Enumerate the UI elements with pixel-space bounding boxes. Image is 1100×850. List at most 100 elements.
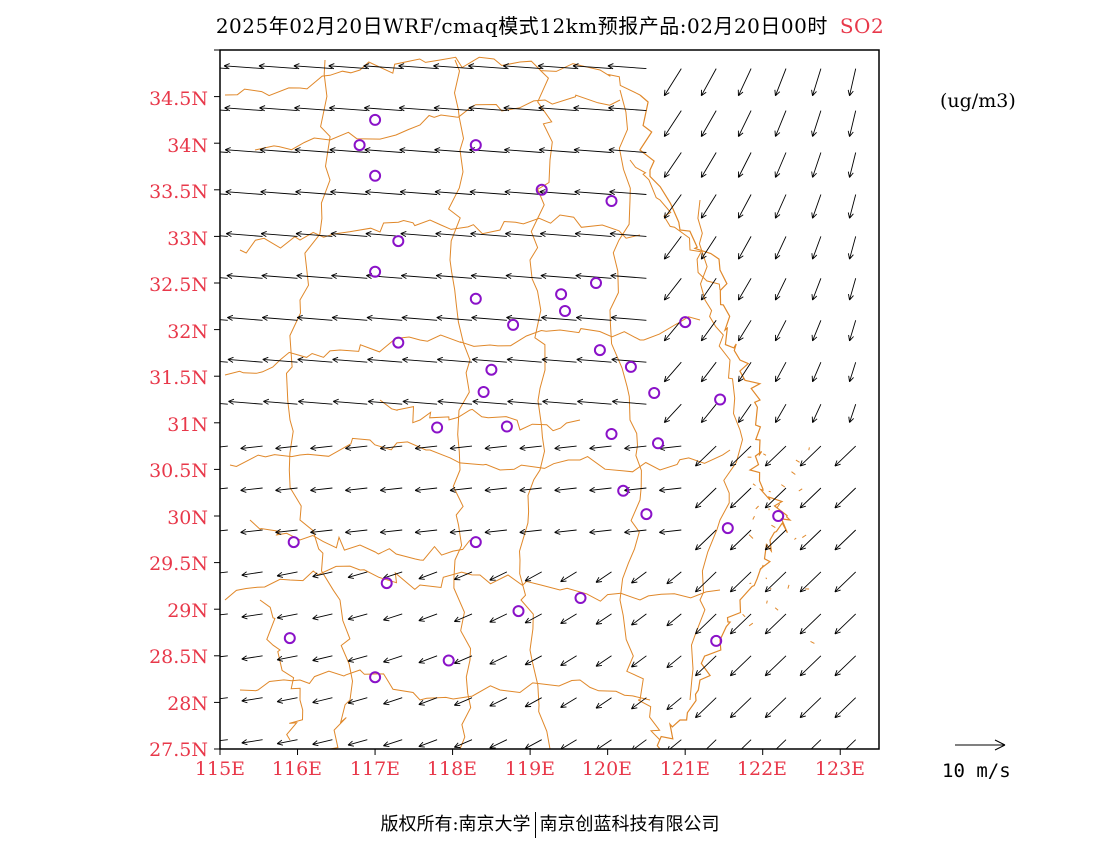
island-mark <box>771 524 776 529</box>
lon-label: 119E <box>504 758 556 780</box>
wind-arrow <box>538 105 577 112</box>
wind-arrow <box>383 739 403 748</box>
station-marker <box>369 113 382 126</box>
wind-arrow <box>505 272 542 279</box>
wind-arrow <box>624 444 647 451</box>
wind-arrow <box>329 147 368 154</box>
copyright-right: 南京创蓝科技有限公司 <box>539 814 720 835</box>
wind-arrow <box>575 314 612 321</box>
wind-arrow <box>631 655 647 668</box>
lat-label: 31.5N <box>149 367 208 389</box>
wind-arrow <box>220 109 228 112</box>
wind-arrow <box>729 613 752 635</box>
wind-arrow <box>434 189 473 196</box>
station-marker <box>714 393 727 406</box>
station-marker <box>369 265 382 278</box>
wind-arrow <box>834 487 857 509</box>
wind-arrow <box>263 398 298 405</box>
wind-arrow <box>560 697 577 708</box>
station-marker <box>624 360 637 373</box>
wind-arrow <box>507 398 542 405</box>
wind-arrow <box>700 278 717 301</box>
wind-arrow <box>468 105 507 112</box>
wind-arrow <box>610 272 647 279</box>
wind-arrow <box>260 189 298 196</box>
wind-arrow <box>379 444 403 451</box>
station-marker <box>640 508 653 521</box>
wind-arrow <box>659 486 682 493</box>
wind-arrow <box>737 278 752 301</box>
wind-arrow <box>220 529 228 532</box>
island-mark <box>774 607 779 611</box>
station-marker <box>679 316 692 329</box>
wind-arrow <box>402 398 438 405</box>
wind-arrow <box>240 486 263 493</box>
wind-arrow <box>220 571 228 574</box>
lat-label: 31N <box>167 414 208 436</box>
wind-arrow <box>470 272 507 279</box>
axis-ticks <box>214 49 841 755</box>
wind-arrow <box>347 739 368 747</box>
wind-arrow <box>700 361 717 383</box>
wind-arrow <box>224 147 263 154</box>
wind-arrow <box>799 655 822 677</box>
wind-arrow <box>667 739 682 749</box>
wind-arrow <box>434 147 473 154</box>
wind-arrow <box>296 314 333 321</box>
wind-arrow <box>666 655 682 669</box>
island-mark <box>808 447 810 451</box>
wind-arrow <box>401 314 438 321</box>
station-marker <box>593 344 606 357</box>
island-mark <box>781 484 786 488</box>
wind-arrow <box>332 398 368 405</box>
station-marker <box>353 139 366 152</box>
wind-arrow <box>539 230 577 237</box>
wind-arrow <box>504 147 542 154</box>
wind-arrow <box>764 529 787 551</box>
wind-arrow <box>666 613 682 627</box>
wind-arrow <box>729 571 752 593</box>
wind-arrow <box>241 697 263 704</box>
wind-arrow <box>489 739 508 749</box>
wind-arrow <box>241 739 263 746</box>
wind-arrow <box>811 236 822 260</box>
wind-arrow <box>847 152 857 178</box>
wind-arrow <box>740 739 752 749</box>
wind-arrow <box>276 613 298 620</box>
wind-arrow <box>811 110 822 137</box>
wind-arrow <box>694 487 717 509</box>
wind-arrow <box>489 697 508 707</box>
wind-arrow <box>847 194 857 219</box>
wind-arrow <box>449 528 473 535</box>
wind-arrow <box>700 110 717 137</box>
coastline-path <box>639 94 792 749</box>
station-marker <box>535 183 548 196</box>
wind-arrow <box>764 571 787 593</box>
boundary-line <box>629 159 721 291</box>
wind-arrow <box>472 398 507 405</box>
wind-arrow <box>611 356 647 363</box>
wind-arrow <box>399 147 438 154</box>
station-marker <box>283 632 296 645</box>
wind-arrow <box>220 403 228 405</box>
wind-arrow <box>666 571 682 585</box>
copyright-left: 版权所有:南京大学 <box>380 814 531 835</box>
boundary-line <box>224 316 701 376</box>
wind-arrow <box>811 362 822 383</box>
wind-arrow <box>220 697 228 700</box>
island-mark <box>791 471 796 475</box>
wind-arrow <box>524 739 542 749</box>
wind-arrow <box>453 571 473 581</box>
island-mark <box>752 515 755 520</box>
wind-arrow <box>259 147 298 154</box>
wind-arrow <box>345 444 368 451</box>
wind-arrow <box>240 528 263 535</box>
wind-arrow <box>453 697 473 707</box>
wind-arrow <box>834 697 857 719</box>
wind-arrow <box>595 655 612 667</box>
wind-arrow <box>764 655 787 677</box>
wind-arrow <box>764 697 787 719</box>
wind-arrow <box>519 486 542 493</box>
wind-arrow <box>402 356 438 363</box>
